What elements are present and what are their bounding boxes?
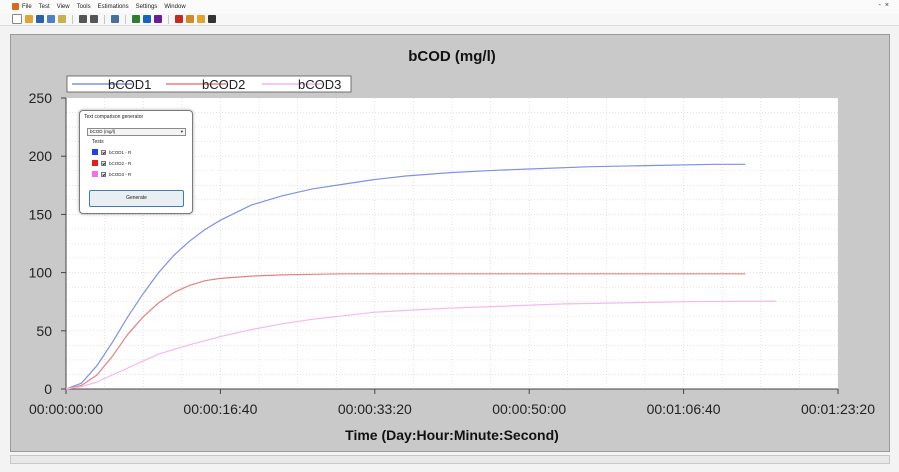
legend-label-bcod1: bCOD1 <box>108 77 151 92</box>
x-tick-label: 00:01:23:20 <box>801 401 875 417</box>
status-bar <box>10 455 890 464</box>
checkbox[interactable] <box>101 149 106 155</box>
chart-a-icon[interactable] <box>132 15 140 23</box>
chart-b-icon[interactable] <box>143 15 151 23</box>
menu-item-tools[interactable]: Tools <box>76 4 91 10</box>
test-label: bCOD3 - R <box>109 171 132 177</box>
tools-icon[interactable] <box>58 15 66 23</box>
toolbar <box>0 13 899 26</box>
y-tick-label: 100 <box>29 265 53 281</box>
x-tick-label: 00:00:50:00 <box>492 401 566 417</box>
color-swatch[interactable] <box>92 171 98 177</box>
grid-icon[interactable] <box>175 15 183 23</box>
toolbar-separator <box>104 14 105 24</box>
series-line-bcod1 <box>65 163 746 390</box>
series-line-bcod2 <box>65 273 746 390</box>
bar-chart-icon[interactable] <box>197 15 205 23</box>
x-tick-label: 00:00:16:40 <box>183 401 257 417</box>
text-comparison-generator-panel: Text comparison generator bCOD (mg/l) ▾ … <box>79 110 193 214</box>
stop-icon[interactable] <box>90 15 98 23</box>
app-icon <box>12 3 19 10</box>
test-row-bcod1[interactable]: bCOD1 - R <box>92 149 131 155</box>
y-tick-label: 50 <box>36 323 52 339</box>
toolbar-separator <box>125 14 126 24</box>
checkbox[interactable] <box>101 160 106 166</box>
y-tick-label: 250 <box>29 90 53 106</box>
close-button[interactable]: × <box>884 2 889 9</box>
legend-label-bcod2: bCOD2 <box>202 77 245 92</box>
tests-label: Tests <box>92 139 104 145</box>
menu-item-file[interactable]: File <box>22 4 32 10</box>
chart-c-icon[interactable] <box>154 15 162 23</box>
x-tick-label: 00:00:00:00 <box>29 401 103 417</box>
x-tick-label: 00:01:06:40 <box>647 401 721 417</box>
y-tick-label: 200 <box>29 148 53 164</box>
menu-item-window[interactable]: Window <box>164 4 186 10</box>
menu-item-settings[interactable]: Settings <box>135 4 158 10</box>
chevron-down-icon: ▾ <box>180 129 183 134</box>
test-row-bcod3[interactable]: bCOD3 - R <box>92 171 131 177</box>
variable-select[interactable]: bCOD (mg/l) ▾ <box>87 128 186 136</box>
toolbar-separator <box>168 14 169 24</box>
test-row-bcod2[interactable]: bCOD2 - R <box>92 160 131 166</box>
new-file-icon[interactable] <box>12 14 22 24</box>
checkbox[interactable] <box>101 171 106 177</box>
chart-title: bCOD (mg/l) <box>408 48 496 65</box>
y-tick-label: 0 <box>44 381 52 397</box>
color-swatch[interactable] <box>92 160 98 166</box>
toolbar-separator <box>72 14 73 24</box>
legend-label-bcod3: bCOD3 <box>298 77 341 92</box>
save-icon[interactable] <box>36 15 44 23</box>
menu-bar: File Test View Tools Estimations Settings Wind… <box>0 0 899 13</box>
menu-item-test[interactable]: Test <box>38 4 50 10</box>
search-icon[interactable] <box>111 15 119 23</box>
save-all-icon[interactable] <box>47 15 55 23</box>
color-swatch[interactable] <box>92 149 98 155</box>
menu-item-view[interactable]: View <box>56 4 70 10</box>
test-label: bCOD1 - R <box>109 149 132 155</box>
panel-title: Text comparison generator <box>84 114 144 120</box>
series-line-bcod3 <box>65 300 777 390</box>
export-icon[interactable] <box>186 15 194 23</box>
y-tick-label: 150 <box>29 206 53 222</box>
variable-select-value: bCOD (mg/l) <box>90 129 116 134</box>
x-axis-label: Time (Day:Hour:Minute:Second) <box>345 427 559 443</box>
generate-button[interactable]: Generate <box>89 190 184 207</box>
x-tick-label: 00:00:33:20 <box>338 401 412 417</box>
open-folder-icon[interactable] <box>25 15 33 23</box>
play-icon[interactable] <box>79 15 87 23</box>
minimize-button[interactable]: - <box>878 2 881 9</box>
menu-item-estimations[interactable]: Estimations <box>97 4 129 10</box>
test-label: bCOD2 - R <box>109 160 132 166</box>
image-icon[interactable] <box>208 15 216 23</box>
